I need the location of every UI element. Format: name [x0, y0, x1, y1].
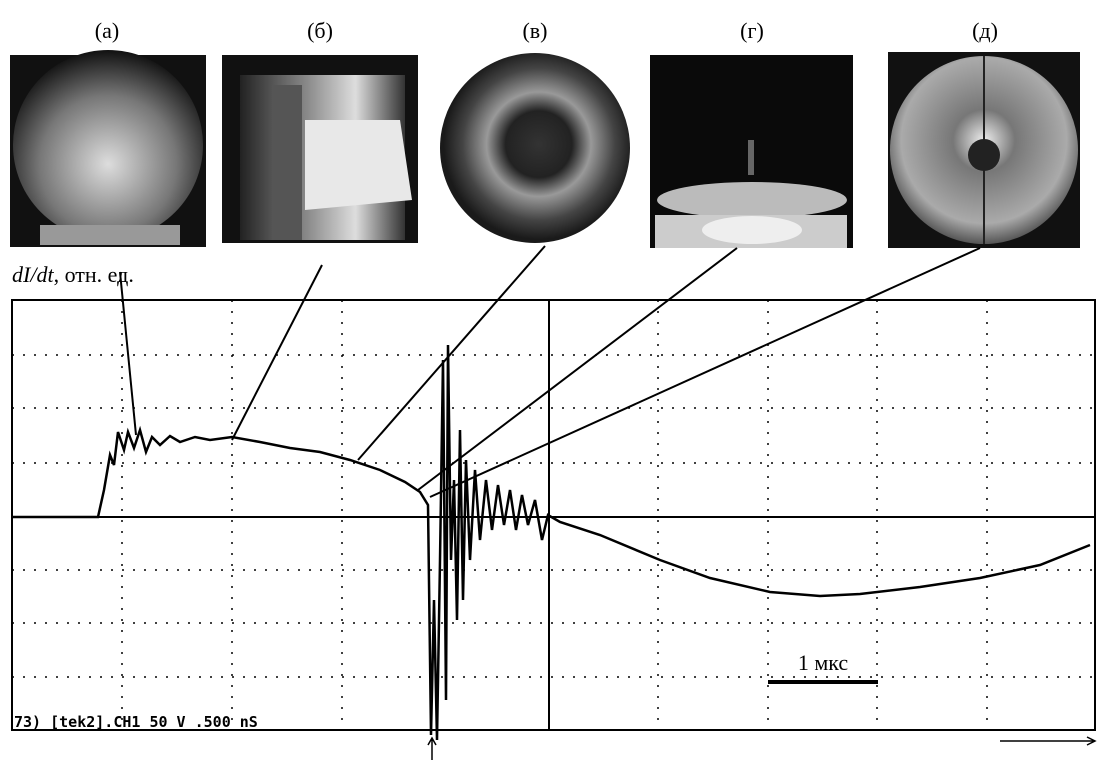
photo [650, 55, 853, 248]
scope-caption: 73) [tek2].CH1 50 V .500 nS [14, 713, 258, 731]
photo [10, 50, 206, 247]
panel-label: (в) [522, 18, 547, 43]
scale-bar-label: 1 мкс [798, 650, 849, 675]
panel-label: (д) [972, 18, 998, 43]
panel-label: (б) [307, 18, 333, 43]
arrows [427, 736, 1097, 760]
panel-label: (а) [95, 18, 119, 43]
photo [888, 52, 1080, 248]
y-axis-symbol: dI/dt [12, 262, 54, 287]
waveform [12, 344, 1091, 741]
panel-label: (г) [740, 18, 764, 43]
leader-lines [119, 245, 981, 498]
photo [440, 50, 630, 246]
photo [222, 55, 418, 243]
scope-grid [11, 299, 1096, 731]
y-axis-label: dI/dt, отн. ед. [12, 262, 134, 287]
